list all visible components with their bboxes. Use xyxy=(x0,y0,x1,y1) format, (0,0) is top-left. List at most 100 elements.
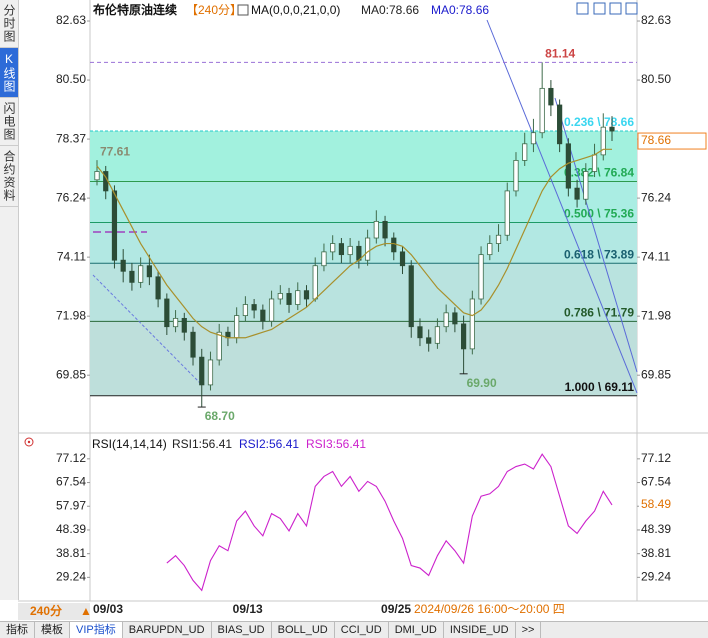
candle-body xyxy=(312,265,318,300)
y-tick-label: 38.81 xyxy=(641,546,671,560)
y-tick-label: 71.98 xyxy=(641,308,671,322)
candle-body xyxy=(330,243,336,253)
fib-label: 0.618 \ 73.89 xyxy=(564,247,634,261)
candle-body xyxy=(260,309,266,322)
price-annotation: 81.14 xyxy=(545,46,575,60)
candle-body xyxy=(164,298,170,328)
fib-band xyxy=(90,222,637,264)
candle-body xyxy=(373,220,379,239)
y-tick-label: 76.24 xyxy=(56,190,86,204)
candle-body xyxy=(495,234,502,244)
candle-body xyxy=(138,265,144,283)
indicator-tab[interactable]: CCI_UD xyxy=(335,622,389,638)
y-tick-label: 82.63 xyxy=(641,13,671,27)
fib-label: 0.500 \ 75.36 xyxy=(564,207,634,221)
candle-body xyxy=(129,270,135,283)
icon[interactable] xyxy=(625,2,638,15)
candle-body xyxy=(234,315,240,339)
fib-label: 0.786 \ 71.79 xyxy=(564,306,634,320)
trend-line xyxy=(92,274,201,384)
candle-body xyxy=(461,323,467,350)
y-tick-label: 82.63 xyxy=(56,13,86,27)
candle-body xyxy=(609,126,615,132)
candle-body xyxy=(181,317,187,333)
indicator-tab[interactable]: BIAS_UD xyxy=(212,622,272,638)
y-tick-label: 69.85 xyxy=(56,367,86,381)
candle-body xyxy=(504,190,510,236)
candle-body xyxy=(530,132,537,145)
chart: ▲ 布伦特原油连续 【240分】 MA(0,0,0,21,0,0) MA0:78.66… xyxy=(18,0,708,620)
indicator-tab[interactable]: 模板 xyxy=(35,622,70,638)
crosshair-icon[interactable] xyxy=(24,437,34,447)
period: 【240分】 xyxy=(186,3,242,17)
candle-body xyxy=(600,126,606,156)
y-tick-label: 74.11 xyxy=(57,249,86,263)
fib-label: 1.000 \ 69.11 xyxy=(565,380,635,394)
icon[interactable] xyxy=(576,2,589,15)
last-price: 78.66 xyxy=(641,133,671,147)
last-price-box xyxy=(637,132,707,150)
candle-body xyxy=(120,259,126,272)
candle-body xyxy=(539,87,545,134)
last-value-bg xyxy=(639,497,679,512)
y-tick-label: 78.37 xyxy=(56,131,86,145)
candle-body xyxy=(207,359,214,386)
candle-body xyxy=(574,187,580,200)
y-tick-label: 80.50 xyxy=(641,72,671,86)
sidebar-tab[interactable]: 分时图 xyxy=(0,0,18,48)
y-tick-label: 71.98 xyxy=(56,308,86,322)
period-button[interactable]: 240分 xyxy=(30,603,62,618)
icon[interactable] xyxy=(609,2,622,15)
price-annotation: 69.90 xyxy=(467,376,497,390)
candle-body xyxy=(146,265,152,278)
sidebar-tab[interactable]: K线图 xyxy=(0,48,18,98)
indicator-tab[interactable]: INSIDE_UD xyxy=(444,622,516,638)
indicator-tab[interactable]: VIP指标 xyxy=(70,622,123,638)
candle-body xyxy=(426,337,432,344)
candle-body xyxy=(391,237,397,253)
icon[interactable] xyxy=(593,2,606,15)
indicator: MA(0,0,0,21,0,0) xyxy=(251,3,340,17)
candle-body xyxy=(111,190,118,261)
candle-body xyxy=(557,104,563,145)
fib-band xyxy=(90,263,637,322)
sidebar-tab[interactable]: 闪电图 xyxy=(0,98,18,146)
x-tick-label: 09/03 xyxy=(93,602,123,616)
y-tick-label: 29.24 xyxy=(56,570,86,584)
candle-body xyxy=(94,171,100,181)
candle-body xyxy=(347,245,353,256)
last-value: 58.49 xyxy=(641,497,671,511)
sidebar-tab[interactable]: 合约资料 xyxy=(0,146,18,207)
y-tick-label: 67.54 xyxy=(56,475,86,489)
sidebar: 分时图 K线图 闪电图 合约资料 xyxy=(0,0,19,600)
candle-body xyxy=(443,312,449,328)
indicator-tab[interactable]: BARUPDN_UD xyxy=(123,622,212,638)
y-tick-label: 38.81 xyxy=(56,546,86,560)
y-tick-label: 57.97 xyxy=(56,498,86,512)
candle-body xyxy=(295,290,301,305)
candle-body xyxy=(338,243,345,256)
candle-body xyxy=(434,326,441,344)
legend-entry: RSI1:56.41 xyxy=(172,437,232,451)
legend-entry: RSI3:56.41 xyxy=(306,437,366,451)
y-tick-label: 80.50 xyxy=(56,72,86,86)
crosshair-icon-dot xyxy=(27,440,31,444)
y-tick-label: 48.39 xyxy=(56,522,86,536)
candle-body xyxy=(172,317,179,328)
candle-body xyxy=(399,251,406,267)
fib-band xyxy=(90,181,637,223)
indicator-tab[interactable]: >> xyxy=(516,622,542,638)
rsi-title: RSI(14,14,14) xyxy=(92,437,167,451)
toolbar-icons[interactable] xyxy=(576,2,638,15)
indicator-tab[interactable]: BOLL_UD xyxy=(272,622,335,638)
candle-body xyxy=(469,298,475,350)
indicator-tab[interactable]: 指标 xyxy=(0,622,35,638)
period-button-bg[interactable] xyxy=(18,603,90,620)
indicator-tab[interactable]: DMI_UD xyxy=(389,622,444,638)
y-tick-label: 67.54 xyxy=(641,475,671,489)
candle-body xyxy=(522,143,528,161)
candle-body xyxy=(242,304,248,317)
trend-line xyxy=(486,19,638,394)
rsi-line xyxy=(166,453,613,592)
